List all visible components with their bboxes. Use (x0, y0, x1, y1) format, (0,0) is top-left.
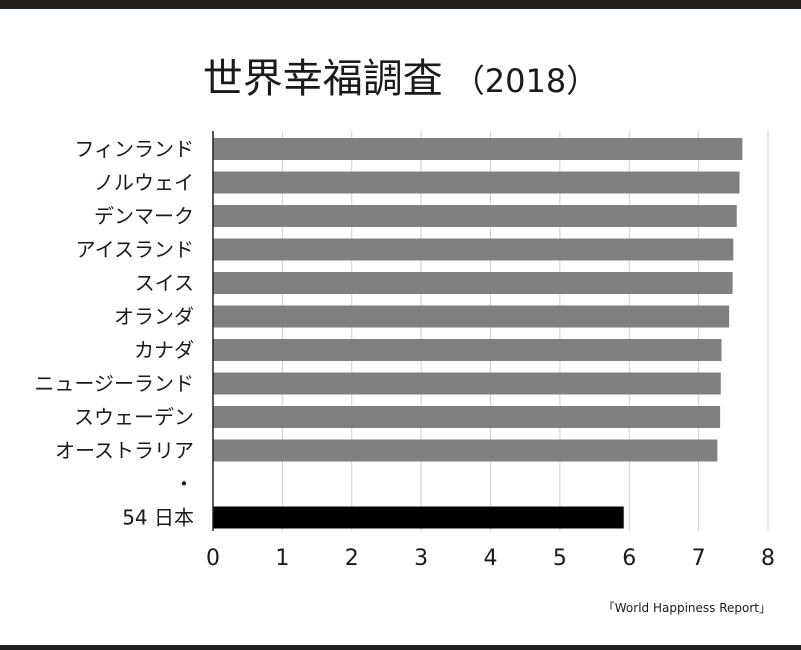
category-label: スイス (135, 271, 194, 295)
category-label: オランダ (114, 305, 194, 329)
bar-highlight (213, 506, 624, 529)
chart-title: 世界幸福調査 （2018） (0, 46, 801, 104)
category-label: スウェーデン (74, 405, 194, 429)
bar (213, 205, 737, 227)
x-tick-label: 8 (761, 546, 775, 571)
category-label: 54 日本 (122, 506, 194, 530)
bottom-border (0, 645, 801, 650)
category-label: カナダ (134, 338, 194, 362)
bar (213, 339, 722, 361)
category-label: アイスランド (76, 238, 194, 262)
x-tick-label: 4 (484, 546, 498, 571)
category-label: ニュージーランド (34, 372, 194, 396)
x-tick-label: 2 (345, 546, 359, 571)
top-border (0, 0, 801, 9)
bar (213, 138, 743, 160)
bar (213, 439, 718, 462)
x-tick-label: 0 (206, 546, 220, 571)
title-main: 世界幸福調査 (202, 56, 443, 102)
category-label: ・ (174, 472, 194, 496)
category-label: ノルウェイ (94, 171, 194, 195)
x-tick-label: 5 (553, 546, 567, 571)
bar (213, 406, 721, 428)
bar (213, 171, 740, 194)
bar (213, 238, 734, 261)
category-label: オーストラリア (55, 439, 194, 463)
title-year: （2018） (452, 62, 599, 100)
x-tick-label: 1 (275, 546, 289, 571)
bar (213, 372, 721, 395)
category-label: デンマーク (94, 204, 194, 228)
x-tick-label: 3 (414, 546, 428, 571)
bar (213, 272, 733, 294)
category-label: フィンランド (74, 137, 194, 161)
x-tick-label: 7 (692, 546, 706, 571)
x-tick-label: 6 (622, 546, 636, 571)
source-note: 「World Happiness Report」 (602, 601, 771, 615)
bar (213, 305, 730, 328)
